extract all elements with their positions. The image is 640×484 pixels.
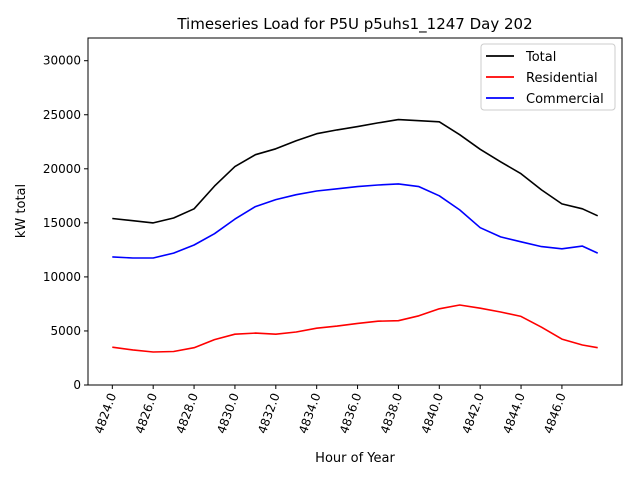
y-tick-label: 20000 (43, 162, 81, 176)
legend-label-commercial: Commercial (526, 92, 604, 107)
x-axis-label: Hour of Year (315, 451, 395, 466)
y-tick-label: 5000 (50, 324, 81, 338)
legend: Total Residential Commercial (481, 44, 615, 110)
y-tick-label: 25000 (43, 108, 81, 122)
y-tick-label: 30000 (43, 54, 81, 68)
y-tick-label: 15000 (43, 216, 81, 230)
y-axis-label: kW total (14, 184, 29, 238)
legend-label-total: Total (525, 50, 556, 65)
y-tick-label: 10000 (43, 270, 81, 284)
chart-title: Timeseries Load for P5U p5uhs1_1247 Day … (176, 15, 532, 34)
y-tick-label: 0 (73, 378, 81, 392)
legend-label-residential: Residential (526, 71, 598, 86)
